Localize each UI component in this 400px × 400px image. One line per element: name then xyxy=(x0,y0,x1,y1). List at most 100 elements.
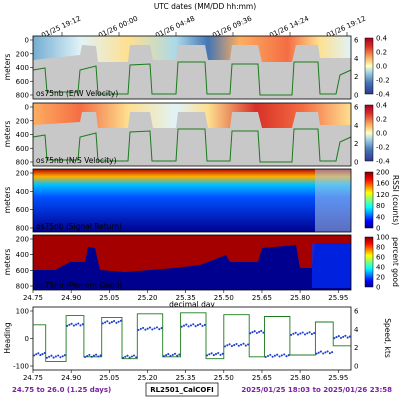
heading-point xyxy=(348,335,351,338)
heading-point xyxy=(142,326,145,329)
x-tick-label: 25.65 xyxy=(252,294,272,302)
heading-point xyxy=(158,328,161,331)
heading-point xyxy=(108,322,111,325)
heading-point xyxy=(247,343,250,346)
x-tick-label: 25.05 xyxy=(99,374,119,382)
heading-point xyxy=(57,354,60,357)
heading-point xyxy=(70,322,73,325)
colorbar-label: percent good xyxy=(391,237,400,287)
heading-point xyxy=(214,353,218,356)
heading-point xyxy=(113,320,116,323)
colorbar-tick-label: 40 xyxy=(376,264,385,272)
signal-return-block xyxy=(315,169,351,232)
heading-point xyxy=(242,342,245,345)
heading-point xyxy=(230,345,233,348)
heading-point xyxy=(255,331,258,335)
y-tick-label: 0 xyxy=(25,104,29,112)
y-tick-label: 200 xyxy=(16,117,29,125)
heading-point xyxy=(130,355,133,358)
heading-point xyxy=(210,352,213,355)
heading-point xyxy=(45,356,48,359)
heading-point xyxy=(43,351,46,355)
colorbar-tick-label: 160 xyxy=(376,180,389,188)
heading-point xyxy=(303,333,307,336)
x-tick-label: 25.80 xyxy=(290,294,310,302)
heading-point xyxy=(208,353,211,356)
heading-points-group xyxy=(33,319,351,359)
colorbar-tick-label: -0.2 xyxy=(376,77,390,85)
heading-point xyxy=(54,355,57,358)
heading-point xyxy=(95,353,98,356)
heading-point xyxy=(283,353,286,356)
footer-time-span: 2025/01/25 18:03 to 2025/01/26 23:58 xyxy=(241,386,392,394)
heading-point xyxy=(59,356,62,359)
heading-point xyxy=(235,342,238,346)
heading-point xyxy=(201,324,204,327)
heading-point xyxy=(333,337,336,340)
heading-point xyxy=(63,354,66,357)
percent-good-fill xyxy=(33,235,351,272)
heading-point xyxy=(219,353,222,356)
colorbar-tick-label: 0 xyxy=(376,284,380,292)
heading-point xyxy=(212,354,215,357)
heading-point xyxy=(310,333,313,336)
speed-line-group xyxy=(33,312,351,362)
heading-point xyxy=(68,323,71,326)
heading-point xyxy=(110,321,113,324)
x-tick-label: 24.90 xyxy=(61,294,81,302)
colorbar-tick-label: 80 xyxy=(376,202,385,210)
heading-point xyxy=(269,353,272,356)
heading-point xyxy=(139,327,142,330)
colorbar-tick-label: 120 xyxy=(376,191,389,199)
heading-point xyxy=(217,351,220,355)
heading-point xyxy=(83,355,87,359)
y-tick-label: 800 xyxy=(16,225,29,233)
heading-point xyxy=(81,323,84,326)
heading-point xyxy=(237,344,240,347)
heading-point xyxy=(226,344,229,347)
x-tick-label: 25.35 xyxy=(176,374,196,382)
right-tick-label: 6 xyxy=(354,37,359,45)
heading-point xyxy=(178,353,181,356)
heading-point xyxy=(240,343,243,346)
panel-label: os75nb (Signal Return) xyxy=(36,222,122,231)
x-tick-label: 25.05 xyxy=(99,294,119,302)
heading-point xyxy=(66,324,69,327)
x-tick-label: 25.50 xyxy=(214,294,234,302)
y-tick-label: 0 xyxy=(25,37,29,45)
heading-point xyxy=(176,354,179,357)
y-tick-label: 0 xyxy=(25,335,29,343)
heading-point xyxy=(61,355,64,358)
heading-point xyxy=(162,355,165,358)
y-tick-label: 200 xyxy=(16,50,29,58)
y-axis-label: meters xyxy=(3,121,12,148)
heading-point xyxy=(287,354,290,357)
heading-point xyxy=(258,330,261,333)
x-tick-label: 25.20 xyxy=(137,374,157,382)
colorbar-tick-label: 0.0 xyxy=(376,63,387,71)
panel-heading-speed: Heading Speed, kts 100 0 -100 6 4 2 0 24.75 24… xyxy=(3,306,392,382)
heading-point xyxy=(285,355,288,358)
heading-point xyxy=(206,354,209,357)
right-tick-label: 2 xyxy=(354,73,358,81)
x-tick-label: 24.90 xyxy=(61,374,81,382)
y-tick-label: 200 xyxy=(16,236,29,244)
x-tick-label: 24.75 xyxy=(23,294,43,302)
heading-point xyxy=(223,345,227,348)
heading-point xyxy=(173,352,177,355)
colorbar xyxy=(364,236,374,288)
colorbar xyxy=(364,171,374,229)
right-tick-label: 0 xyxy=(354,159,358,167)
heading-point xyxy=(313,332,316,335)
y-tick-label: 600 xyxy=(16,78,29,86)
heading-point xyxy=(126,354,129,357)
heading-point xyxy=(244,344,247,347)
y-tick-label: 600 xyxy=(16,267,29,275)
heading-point xyxy=(92,354,95,357)
y-tick-label: 800 xyxy=(16,159,29,167)
heading-point xyxy=(104,321,107,324)
heading-point xyxy=(233,344,236,347)
heading-point xyxy=(317,351,320,354)
heading-point xyxy=(339,336,343,339)
